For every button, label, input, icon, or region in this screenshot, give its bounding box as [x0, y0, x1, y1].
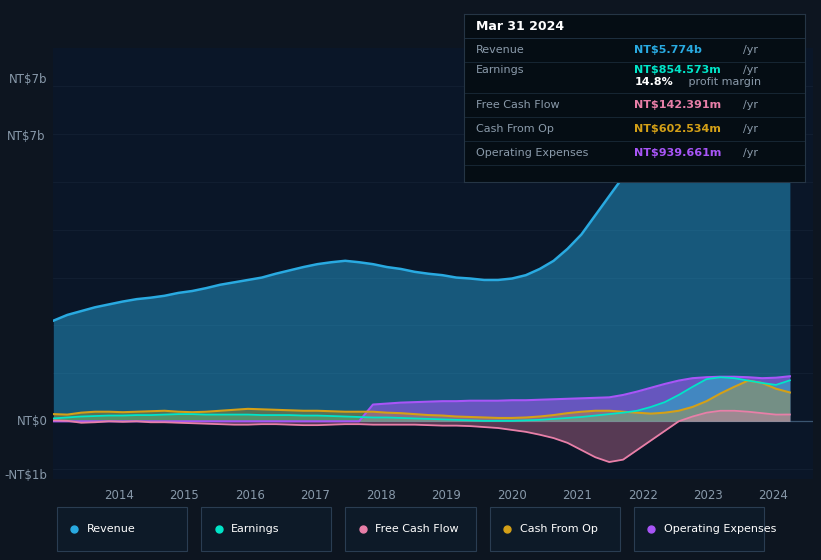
Text: Operating Expenses: Operating Expenses [664, 524, 777, 534]
FancyBboxPatch shape [57, 507, 187, 552]
FancyBboxPatch shape [634, 507, 764, 552]
Text: Earnings: Earnings [232, 524, 280, 534]
Text: /yr: /yr [743, 100, 759, 110]
Text: Free Cash Flow: Free Cash Flow [476, 100, 559, 110]
Text: Operating Expenses: Operating Expenses [476, 148, 588, 158]
Text: Cash From Op: Cash From Op [476, 124, 553, 134]
Text: NT$939.661m: NT$939.661m [635, 148, 722, 158]
Text: Earnings: Earnings [476, 66, 525, 76]
Text: NT$0: NT$0 [16, 415, 48, 428]
Text: Revenue: Revenue [87, 524, 135, 534]
Text: NT$854.573m: NT$854.573m [635, 66, 721, 76]
Text: Free Cash Flow: Free Cash Flow [375, 524, 459, 534]
Text: NT$7b: NT$7b [7, 130, 46, 143]
FancyBboxPatch shape [201, 507, 332, 552]
Text: /yr: /yr [743, 45, 759, 55]
Text: -NT$1b: -NT$1b [4, 469, 48, 482]
Text: NT$7b: NT$7b [9, 73, 48, 86]
Text: NT$5.774b: NT$5.774b [635, 45, 702, 55]
Text: NT$602.534m: NT$602.534m [635, 124, 721, 134]
FancyBboxPatch shape [489, 507, 620, 552]
Text: profit margin: profit margin [686, 77, 761, 87]
Text: Cash From Op: Cash From Op [520, 524, 598, 534]
Text: Revenue: Revenue [476, 45, 525, 55]
Text: /yr: /yr [743, 124, 759, 134]
Text: Mar 31 2024: Mar 31 2024 [476, 20, 564, 32]
Text: /yr: /yr [743, 66, 759, 76]
Text: NT$142.391m: NT$142.391m [635, 100, 722, 110]
FancyBboxPatch shape [346, 507, 475, 552]
Text: /yr: /yr [743, 148, 759, 158]
Text: 14.8%: 14.8% [635, 77, 673, 87]
